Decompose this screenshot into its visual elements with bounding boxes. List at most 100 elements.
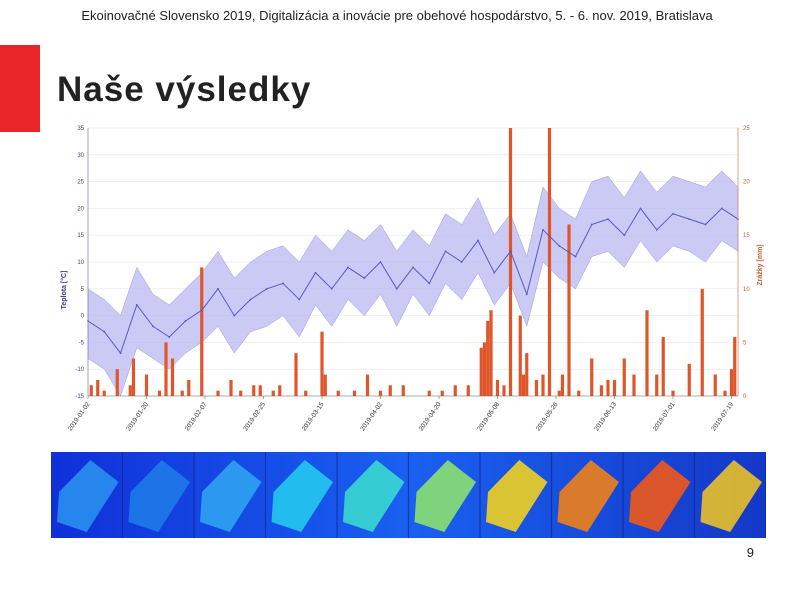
temperature-point: [558, 245, 561, 247]
temperature-point: [525, 293, 528, 296]
temperature-point: [672, 212, 674, 215]
y-tick-label: 0: [81, 314, 85, 320]
precipitation-bar: [723, 390, 727, 396]
x-tick-label: 2019-01-20: [125, 401, 150, 433]
precipitation-bar: [453, 385, 457, 396]
precipitation-bar: [187, 379, 191, 396]
thermal-tile: [57, 460, 119, 532]
precipitation-bar: [541, 374, 545, 396]
weather-chart: 35 30 25 20 15 10 5 0 -5 -10 -15 25 20 15 10 5 0 2019-01-…: [60, 126, 764, 433]
precipitation-bar: [440, 390, 444, 396]
temperature-line-layer: [87, 207, 739, 355]
precipitation-bar: [271, 390, 275, 396]
temperature-point: [460, 261, 463, 263]
precipitation-bar: [164, 342, 168, 396]
temperature-point: [574, 255, 577, 258]
precipitation-bar: [518, 315, 522, 396]
precipitation-bar: [258, 385, 262, 396]
temperature-point: [444, 250, 447, 253]
thermal-tile: [557, 460, 619, 532]
precipitation-bar: [96, 379, 100, 396]
y2-axis-label: Zrážky [mm]: [757, 244, 764, 285]
thermal-tile: [271, 460, 333, 532]
temperature-point: [119, 352, 122, 355]
page-number: 9: [746, 545, 754, 560]
x-tick-label: 2019-07-19: [710, 401, 735, 433]
y2-tick-label: 20: [743, 180, 750, 186]
temperature-point: [298, 298, 301, 301]
precipitation-bar: [144, 374, 149, 396]
precipitation-bar: [378, 390, 383, 396]
x-tick-label: 2019-01-02: [67, 401, 92, 433]
precipitation-bar: [489, 310, 493, 396]
precipitation-bar: [131, 358, 136, 396]
precipitation-bar: [427, 390, 431, 396]
precipitation-bar: [713, 374, 717, 396]
temperature-point: [330, 287, 333, 290]
precipitation-bar: [482, 342, 487, 396]
precipitation-bar: [157, 390, 162, 396]
temperature-point: [720, 207, 723, 210]
precipitation-bar: [700, 288, 704, 396]
precipitation-bar: [336, 390, 340, 396]
x-tick-label: 2019-05-08: [476, 401, 501, 433]
precipitation-bar: [655, 374, 659, 396]
thermal-tile: [629, 460, 691, 532]
temperature-point: [412, 266, 414, 269]
precipitation-bar: [534, 379, 539, 396]
precipitation-bar: [252, 385, 256, 396]
precipitation-bar: [102, 390, 106, 396]
y-tick-label: 15: [77, 233, 84, 239]
precipitation-bar: [733, 337, 737, 396]
temperature-point: [428, 282, 431, 285]
precipitation-bar: [365, 374, 370, 396]
precipitation-bar: [521, 374, 526, 396]
y-tick-label: 30: [77, 153, 84, 159]
precipitation-bar: [352, 390, 357, 396]
precipitation-bar: [323, 374, 327, 396]
precipitation-bar: [645, 310, 649, 396]
precipitation-bar: [525, 353, 529, 396]
x-tick-label: 2019-04-20: [418, 401, 443, 433]
precipitation-bar: [671, 390, 675, 396]
precipitation-bar: [508, 128, 513, 396]
temperature-point: [493, 271, 496, 274]
precipitation-bar: [115, 369, 119, 396]
precipitation-bar: [320, 331, 324, 396]
x-tick-label: 2019-06-13: [593, 401, 618, 433]
temperature-point: [314, 271, 317, 274]
precipitation-bar: [388, 385, 392, 396]
thermal-tile: [128, 460, 190, 532]
precipitation-bar: [304, 390, 308, 396]
y-tick-label: 35: [77, 126, 84, 132]
precipitation-bar: [128, 385, 132, 396]
x-tick-label: 2019-03-15: [301, 401, 326, 433]
precipitation-bar: [495, 379, 500, 396]
precipitation-bar: [229, 379, 233, 396]
precipitation-bar: [294, 353, 298, 396]
temperature-point: [249, 298, 252, 301]
precipitation-bar: [200, 267, 204, 396]
y-tick-label: -5: [79, 340, 85, 346]
precipitation-bar: [590, 358, 594, 396]
x-tick-label: 2019-05-26: [535, 401, 560, 433]
precipitation-bar: [612, 379, 617, 396]
thermal-image-strip: [51, 452, 766, 538]
precipitation-bar: [606, 379, 610, 396]
precipitation-bar: [180, 390, 184, 396]
temperature-point: [363, 277, 366, 279]
x-tick-label: 2019-02-07: [184, 401, 209, 433]
temperature-point: [379, 261, 382, 263]
temperature-point: [623, 234, 626, 237]
precipitation-bar: [599, 385, 604, 396]
temperature-point: [168, 336, 171, 338]
precipitation-bar: [89, 385, 93, 396]
thermal-tile: [486, 460, 548, 532]
precipitation-bar: [466, 385, 470, 396]
precipitation-bar: [729, 369, 734, 396]
temperature-point: [184, 320, 187, 322]
precipitation-bar: [239, 390, 243, 396]
accent-bar: [0, 45, 40, 132]
x-tick-label: 2019-07-01: [652, 401, 677, 433]
temperature-point: [395, 287, 398, 290]
